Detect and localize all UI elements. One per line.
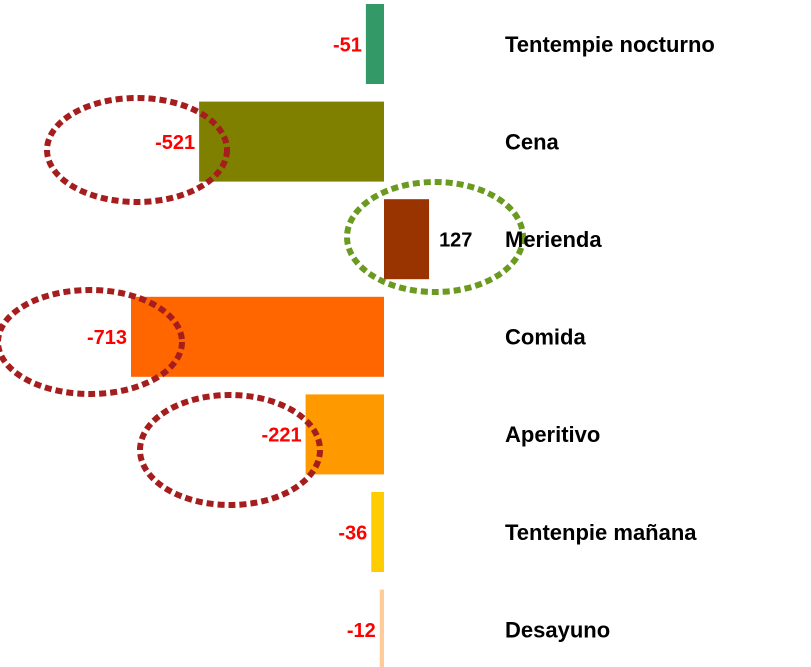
category-label: Tentenpie mañana [505, 520, 697, 545]
bar [379, 589, 384, 667]
highlight-ellipse [344, 179, 526, 295]
value-label: -521 [155, 132, 195, 154]
highlight-ellipse [137, 392, 323, 508]
category-label: Merienda [505, 227, 602, 252]
value-label: 127 [439, 229, 472, 251]
bar [384, 199, 430, 280]
value-label: -36 [338, 522, 367, 544]
bar [371, 492, 384, 572]
value-label: -221 [262, 425, 302, 447]
value-label: -713 [87, 327, 127, 349]
value-label: -51 [333, 34, 362, 56]
value-label: -12 [347, 620, 376, 642]
highlight-ellipse [44, 95, 230, 205]
labels: -51 Tentempie nocturno -521 Cena 127 Merienda… [87, 32, 715, 643]
highlight-ellipse [0, 287, 185, 397]
bar [199, 101, 384, 182]
bar [365, 4, 384, 84]
category-label: Comida [505, 325, 586, 350]
category-label: Aperitivo [505, 422, 600, 447]
category-label: Cena [505, 129, 560, 154]
annotations [0, 95, 526, 508]
category-label: Tentempie nocturno [505, 32, 715, 57]
category-label: Desayuno [505, 617, 610, 642]
